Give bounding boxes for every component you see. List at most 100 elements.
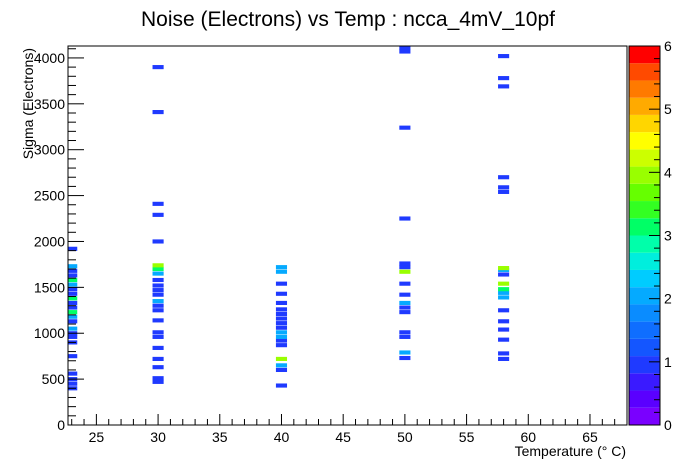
heatmap-cell: [399, 300, 411, 306]
heatmap-cell: [498, 189, 510, 194]
heatmap-cell: [68, 319, 78, 324]
heatmap-cell: [399, 350, 411, 355]
z-tick-label: 0: [664, 417, 672, 433]
color-scale-bin: [629, 235, 660, 253]
heatmap-cell: [275, 269, 288, 274]
chart-title: Noise (Electrons) vs Temp : ncca_4mV_10p…: [141, 8, 555, 31]
color-scale-bin: [629, 252, 660, 270]
y-axis: 0 500 1000 1500 2000 2500 3000 3500 4000: [34, 48, 84, 433]
heatmap-cell: [68, 268, 78, 273]
color-scale-bin: [629, 97, 660, 115]
heatmap-cell: [399, 305, 411, 310]
x-tick-label: 65: [582, 429, 598, 445]
z-tick-label: 4: [664, 164, 672, 180]
heatmap-cell: [68, 310, 78, 315]
y-tick-label: 500: [42, 371, 66, 387]
y-axis-label: Sigma (Electrons): [20, 48, 36, 159]
heatmap-cell: [399, 125, 411, 130]
color-scale-bin: [629, 166, 660, 184]
heatmap-cell: [275, 363, 288, 368]
heatmap-cell: [498, 54, 510, 59]
color-scale: 0 1 2 3 4 5 6: [628, 38, 672, 433]
color-scale-bin: [629, 149, 660, 167]
y-tick-label: 1000: [34, 325, 65, 341]
heatmap-cell: [498, 337, 510, 342]
color-scale-bin: [629, 46, 660, 64]
x-tick-label: 40: [274, 429, 290, 445]
heatmap-cell: [68, 300, 78, 306]
y-tick-label: 3500: [34, 96, 65, 112]
heatmap-cell: [68, 246, 78, 251]
heatmap-cell: [152, 266, 164, 272]
color-scale-bin: [629, 373, 660, 391]
heatmap-cell: [498, 356, 510, 361]
heatmap-cell: [68, 264, 78, 269]
heatmap-cell: [275, 311, 288, 317]
heatmap-cell: [152, 292, 164, 297]
heatmap-cell: [68, 326, 78, 331]
heatmap-cell: [275, 338, 288, 343]
heatmap-cell: [275, 316, 288, 321]
color-scale-bin: [629, 269, 660, 288]
heatmap-cell: [275, 330, 288, 335]
heatmap-cell: [399, 355, 411, 361]
x-tick-label: 30: [150, 429, 166, 445]
heatmap-cell: [152, 303, 164, 308]
x-axis-label: Temperature (° C): [515, 443, 626, 459]
heatmap-cell: [275, 281, 288, 286]
heatmap-cell: [275, 265, 288, 270]
heatmap-cell: [399, 281, 411, 286]
heatmap-cell: [275, 367, 288, 373]
heatmap-cell: [498, 327, 510, 332]
heatmap-cell: [68, 287, 78, 292]
heatmap-cell: [152, 318, 164, 323]
heatmap-cell: [498, 290, 510, 295]
heatmap-cell: [152, 277, 164, 283]
heatmap-cell: [399, 334, 411, 339]
heatmap-cell: [275, 300, 288, 306]
heatmap-cell: [498, 295, 510, 300]
heatmap-cell: [152, 201, 164, 206]
heatmap-cell: [152, 65, 164, 70]
color-scale-bin: [629, 63, 660, 81]
y-tick-label: 1500: [34, 279, 65, 295]
x-tick-label: 45: [335, 429, 351, 445]
plot-frame: [67, 45, 628, 426]
color-scale-bin: [629, 407, 660, 425]
color-scale-bin: [629, 356, 660, 374]
heatmap-cell: [68, 305, 78, 310]
x-tick-label: 55: [459, 429, 475, 445]
heatmap-cell: [399, 269, 411, 274]
heatmap-cell: [152, 263, 164, 268]
z-tick-label: 5: [664, 101, 672, 117]
x-tick-label: 35: [212, 429, 228, 445]
heatmap-cell: [498, 175, 510, 180]
color-scale-bin: [629, 287, 660, 305]
heatmap-cell: [275, 383, 288, 388]
color-scale-bin: [629, 321, 660, 339]
heatmap-cell: [275, 291, 288, 296]
heatmap-cell: [498, 308, 510, 313]
heatmap-cell: [152, 308, 164, 313]
z-tick-label: 2: [664, 291, 672, 307]
heatmap-cell: [68, 354, 78, 359]
heatmap-cell: [152, 356, 164, 361]
heatmap-cell: [498, 351, 510, 356]
heatmap-cell: [152, 376, 164, 381]
y-tick-label: 4000: [34, 50, 65, 66]
color-scale-bin: [629, 390, 660, 408]
heatmap-cell: [152, 379, 164, 384]
heatmap-cell: [399, 49, 411, 54]
heatmap-cell: [399, 265, 411, 270]
x-tick-label: 25: [89, 429, 105, 445]
heatmap-cell: [498, 319, 510, 324]
heatmap-cell: [152, 365, 164, 370]
heatmap-cell: [68, 273, 78, 278]
heatmap-cell: [275, 343, 288, 348]
heatmap-cell: [68, 334, 78, 339]
heatmap-cell: [152, 239, 164, 244]
heatmap-cell: [152, 212, 164, 217]
y-tick-label: 2000: [34, 233, 65, 249]
heatmap-cell: [152, 288, 164, 293]
color-scale-bin: [629, 80, 660, 98]
